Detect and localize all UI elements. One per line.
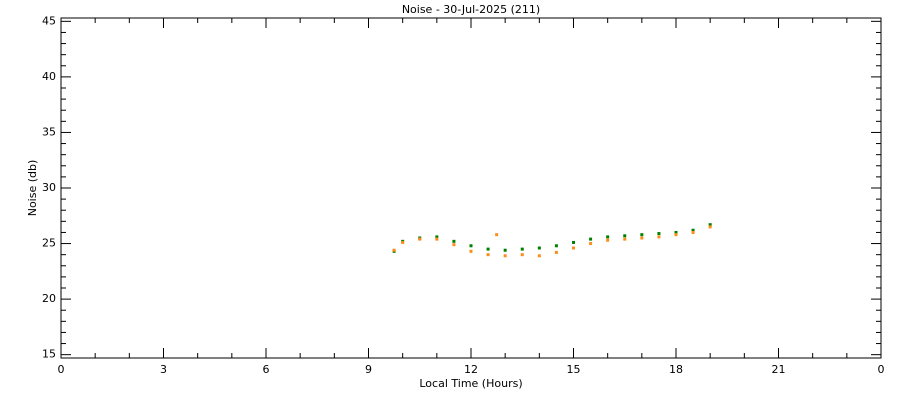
y-tick-label: 30 <box>42 181 56 194</box>
data-point <box>452 243 456 247</box>
data-point <box>640 233 644 237</box>
data-point <box>589 242 593 246</box>
data-point <box>418 237 422 241</box>
y-tick-label: 25 <box>42 237 56 250</box>
data-point <box>495 233 499 237</box>
x-tick-label: 12 <box>464 363 478 376</box>
y-tick-label: 20 <box>42 292 56 305</box>
data-point <box>537 254 541 258</box>
data-point <box>503 248 507 252</box>
x-tick-label: 9 <box>365 363 372 376</box>
data-point <box>674 233 678 237</box>
data-point <box>401 240 405 244</box>
data-point <box>486 253 490 257</box>
y-tick-label: 35 <box>42 125 56 138</box>
data-point <box>520 247 524 251</box>
y-tick-label: 40 <box>42 70 56 83</box>
data-point <box>469 244 473 248</box>
data-point <box>392 248 396 252</box>
data-point <box>554 250 558 254</box>
data-point <box>452 239 456 243</box>
data-point <box>691 228 695 232</box>
x-tick-label: 3 <box>160 363 167 376</box>
data-point <box>554 244 558 248</box>
data-point <box>486 247 490 251</box>
x-tick-label: 18 <box>669 363 683 376</box>
data-point <box>691 230 695 234</box>
y-tick-label: 45 <box>42 14 56 27</box>
x-tick-label: 6 <box>263 363 270 376</box>
data-point <box>708 223 712 227</box>
data-point <box>503 254 507 258</box>
data-point <box>572 240 575 244</box>
data-point <box>657 232 661 236</box>
data-point <box>589 237 593 241</box>
data-point <box>708 225 712 229</box>
data-point <box>623 234 627 238</box>
x-tick-label: 0 <box>878 363 885 376</box>
x-axis-label: Local Time (Hours) <box>419 377 522 390</box>
data-point <box>520 253 524 257</box>
data-point <box>674 230 678 234</box>
y-axis-label: Noise (db) <box>26 160 39 217</box>
data-point <box>657 235 661 239</box>
x-tick-label: 0 <box>58 363 65 376</box>
x-tick-label: 15 <box>567 363 581 376</box>
data-point <box>606 235 610 239</box>
data-point <box>435 237 439 241</box>
y-tick-label: 15 <box>42 348 56 361</box>
data-point <box>537 246 541 250</box>
data-point <box>623 237 627 241</box>
data-point <box>572 246 575 250</box>
chart-title: Noise - 30-Jul-2025 (211) <box>402 3 540 16</box>
plot-frame <box>60 17 882 359</box>
data-point <box>606 238 610 242</box>
data-point <box>435 235 439 239</box>
x-tick-label: 21 <box>772 363 786 376</box>
data-point <box>640 236 644 240</box>
data-point <box>469 249 473 253</box>
